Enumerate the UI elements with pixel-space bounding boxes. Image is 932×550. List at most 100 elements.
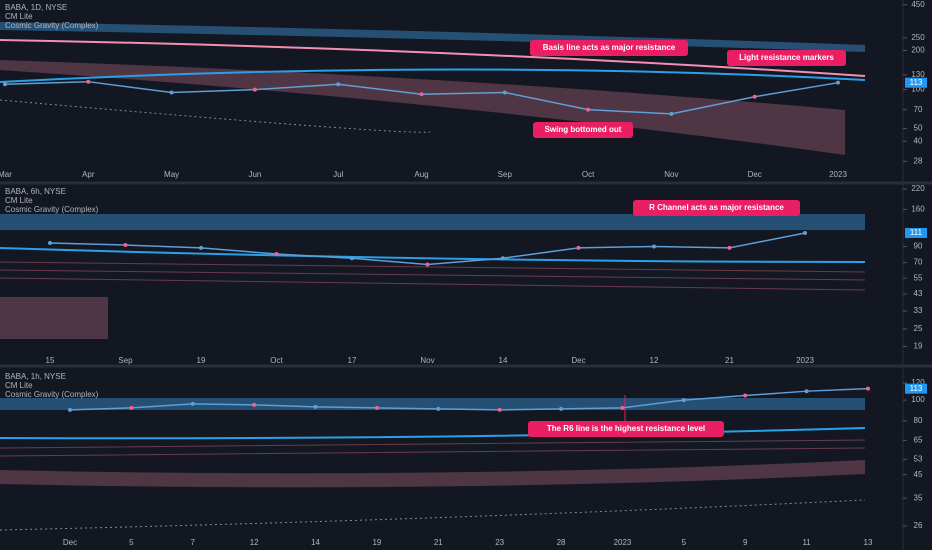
indicator-name: Cosmic Gravity (Complex) [5,390,99,399]
price-point [586,107,591,112]
price-point [576,245,581,250]
price-point [652,244,656,249]
support-line [0,427,866,440]
price-point [681,398,686,403]
y-tick-label: 90 [914,242,923,251]
support-line [0,247,866,263]
price-point [727,245,732,250]
s-channel [0,460,865,488]
x-tick-label: 5 [682,538,687,547]
pane-title: BABA, 1D, NYSE [5,3,67,12]
price-point [752,94,757,99]
y-tick-label: 43 [914,289,923,298]
x-tick-label: 23 [495,538,504,547]
price-point [274,252,279,257]
x-tick-label: 2023 [614,538,632,547]
indicator-name: Cosmic Gravity (Complex) [5,205,99,214]
x-tick-label: Oct [582,170,595,179]
y-tick-label: 50 [914,124,923,133]
y-tick-label: 65 [914,435,923,444]
indicator-name: Cosmic Gravity (Complex) [5,21,99,30]
y-tick-label: 53 [914,455,923,464]
x-tick-label: 14 [499,356,508,365]
x-tick-label: Apr [82,170,95,179]
s-lines [0,261,866,291]
y-tick-label: 19 [914,342,923,351]
x-tick-label: 21 [725,356,734,365]
y-tick-label: 40 [914,136,923,145]
y-tick-label: 45 [914,470,923,479]
x-tick-label: Dec [63,538,77,547]
s-channel [0,297,108,339]
y-tick-label: 100 [911,395,925,404]
support-line [0,68,866,83]
price-point [169,90,174,95]
x-tick-label: 19 [372,538,381,547]
price-line [69,387,869,411]
x-tick-label: 14 [311,538,320,547]
annotation-text: Swing bottomed out [545,125,622,134]
y-tick-label: 26 [914,521,923,530]
r-channel [0,214,865,230]
x-tick-label: 13 [864,538,873,547]
y-tick-label: 220 [911,184,925,193]
price-point [436,406,441,411]
price-point [190,401,195,406]
x-tick-label: Dec [571,356,585,365]
price-point [3,82,7,87]
x-tick-label: 12 [650,356,659,365]
x-tick-label: Sep [498,170,513,179]
x-tick-label: 5 [129,538,134,547]
x-tick-label: 12 [250,538,259,547]
y-tick-label: 250 [911,33,925,42]
annotation-box [533,122,633,138]
price-point [502,90,507,95]
price-point [803,230,807,235]
y-tick-label: 25 [914,324,923,333]
price-point [866,386,870,391]
annotation-box [727,50,846,66]
price-point [419,92,424,97]
x-tick-label: Jun [248,170,261,179]
price-point [48,240,52,245]
x-tick-label: May [164,170,179,179]
y-tick-label: 130 [911,70,925,79]
y-tick-label: 35 [914,493,923,502]
price-point [559,406,564,411]
x-tick-label: 15 [46,356,55,365]
annotation-box [530,40,688,56]
price-point [804,389,809,394]
price-point [497,407,502,412]
y-tick-label: 55 [914,273,923,282]
indicator-name: CM Lite [5,381,33,390]
y-tick-label: 200 [911,46,925,55]
annotation-text: The R6 line is the highest resistance le… [547,424,705,433]
price-point [374,405,379,410]
price-point [336,82,341,87]
indicator-name: CM Lite [5,12,33,21]
y-tick-label: 28 [914,156,923,165]
s-lines [0,439,866,457]
y-tick-label: 100 [911,85,925,94]
price-point [836,80,840,85]
last-price-tag [905,77,927,88]
price-point [425,262,430,267]
price-point [669,111,674,116]
price-point [123,243,128,248]
price-point [129,405,134,410]
price-point [350,256,354,261]
x-tick-label: Sep [118,356,133,365]
last-price-label: 113 [910,78,923,87]
price-point [743,393,748,398]
price-point [501,256,505,261]
x-tick-label: Jul [333,170,343,179]
last-price-tag [905,383,927,394]
s-channel [0,60,845,155]
price-point [86,79,91,84]
x-tick-label: Nov [664,170,678,179]
price-point [199,245,203,250]
x-tick-label: 2023 [829,170,847,179]
annotation-text: R Channel acts as major resistance [649,203,784,212]
x-tick-label: Aug [414,170,428,179]
